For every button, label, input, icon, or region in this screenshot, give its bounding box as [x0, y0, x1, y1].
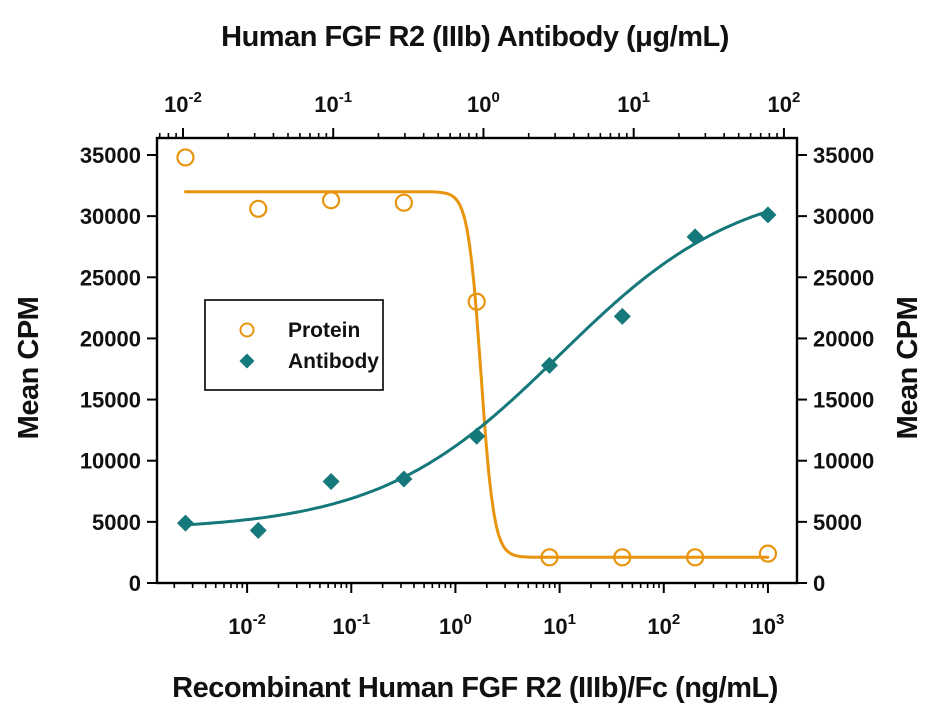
tick-label: 10-1	[314, 89, 352, 117]
tick-label: 101	[543, 611, 576, 639]
tick-label: 0	[129, 571, 141, 596]
tick-label: 10-2	[164, 89, 202, 117]
tick-label: 102	[768, 89, 801, 117]
legend-marker-diamond	[239, 353, 255, 369]
legend-marker-circle	[239, 322, 255, 338]
y-axis-ticks: 0 0 5000 5000 10000 10000 15000 15000 20000 20000…	[80, 143, 874, 596]
top-axis-ticks: 10-2 10-1 100 101 102	[158, 89, 801, 138]
data-point-diamond	[468, 427, 486, 445]
top-axis-title: Human FGF R2 (IIIb) Antibody (μg/mL)	[221, 21, 729, 53]
legend-label-antibody: Antibody	[288, 350, 379, 373]
tick-label: 100	[467, 89, 500, 117]
right-axis-title: Mean CPM	[892, 297, 924, 440]
series-markers-antibody	[176, 206, 777, 539]
data-point-circle	[758, 544, 778, 563]
tick-label: 5000	[92, 510, 141, 535]
fit-curve-protein	[184, 190, 770, 559]
data-point-diamond	[322, 473, 340, 491]
tick-label: 10000	[813, 449, 874, 474]
data-point-circle	[540, 548, 559, 567]
tick-label: 0	[813, 571, 825, 596]
left-axis-title: Mean CPM	[13, 297, 45, 440]
data-point-circle	[613, 548, 632, 567]
tick-label: 30000	[813, 204, 874, 229]
data-point-circle	[321, 191, 341, 210]
data-point-diamond	[759, 206, 777, 224]
tick-label: 20000	[813, 326, 874, 351]
plot-area: 10-2 10-1 100 101 102 103 10-2 10-1 100 101 102 0 0 5…	[80, 89, 874, 639]
data-point-circle	[686, 548, 705, 567]
tick-label: 25000	[80, 265, 141, 290]
data-point-circle	[249, 199, 268, 218]
data-point-circle	[467, 292, 486, 311]
legend-label-protein: Protein	[288, 319, 360, 342]
data-point-circle	[176, 148, 195, 167]
tick-label: 25000	[813, 265, 874, 290]
data-point-diamond	[176, 514, 194, 532]
data-point-diamond	[613, 307, 631, 325]
tick-label: 102	[647, 611, 680, 639]
tick-label: 10-2	[228, 611, 266, 639]
tick-label: 10000	[80, 449, 141, 474]
data-point-diamond	[395, 470, 413, 488]
tick-label: 100	[439, 611, 472, 639]
data-point-circle	[394, 193, 413, 212]
tick-label: 15000	[813, 388, 874, 413]
tick-label: 15000	[80, 388, 141, 413]
tick-label: 5000	[813, 510, 862, 535]
tick-label: 10-1	[332, 611, 370, 639]
tick-label: 30000	[80, 204, 141, 229]
data-point-diamond	[686, 228, 704, 246]
tick-label: 101	[617, 89, 650, 117]
tick-label: 35000	[80, 143, 141, 168]
tick-label: 35000	[813, 143, 874, 168]
legend-box	[204, 299, 384, 391]
series-markers-protein	[176, 148, 778, 567]
data-point-diamond	[249, 521, 267, 539]
data-point-diamond	[541, 356, 559, 374]
legend: Protein Antibody	[204, 299, 384, 391]
bottom-axis-ticks: 10-2 10-1 100 101 102 103	[173, 583, 785, 639]
tick-label: 103	[752, 611, 785, 639]
tick-label: 20000	[80, 326, 141, 351]
bottom-axis-title: Recombinant Human FGF R2 (IIIb)/Fc (ng/m…	[172, 672, 778, 704]
